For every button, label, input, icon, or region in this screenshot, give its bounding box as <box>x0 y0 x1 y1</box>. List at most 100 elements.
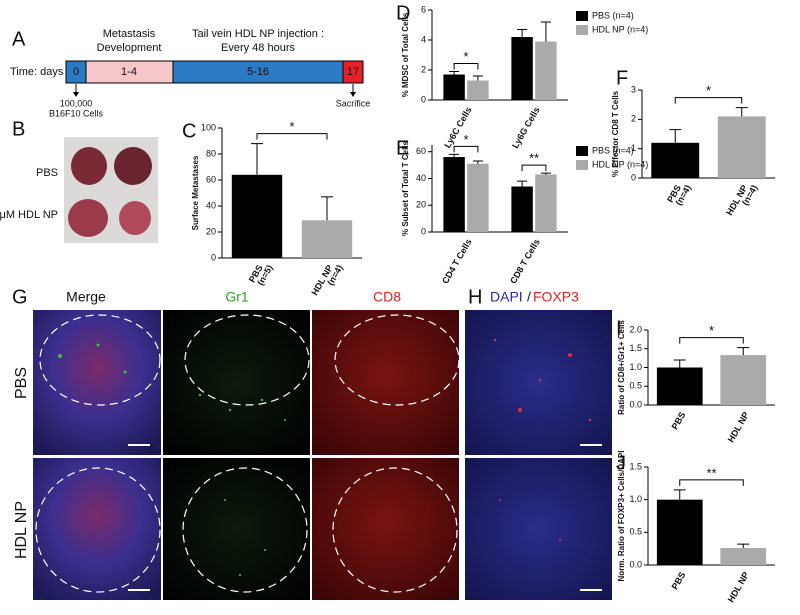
legend-swatch <box>576 11 588 21</box>
error-bar <box>540 21 551 42</box>
micrograph <box>163 310 310 455</box>
significance-bracket <box>521 164 547 172</box>
y-tick-label: 80 <box>206 148 216 158</box>
significance-label: * <box>463 132 468 147</box>
significance-label: * <box>706 83 711 98</box>
panel-letter: A <box>12 28 26 50</box>
significance-label: * <box>289 119 294 134</box>
stain-label: FOXP3 <box>533 289 579 305</box>
y-tick-label: 0 <box>631 172 636 182</box>
row-label: PBS <box>13 367 30 399</box>
time-label: Time: days <box>10 66 64 78</box>
y-tick-label: 40 <box>206 200 216 210</box>
y-tick-label: 60 <box>206 174 216 184</box>
y-axis-label: Ratio of CD8+/Gr1+ Cells <box>617 320 626 415</box>
y-tick-label: 0 <box>421 94 426 104</box>
panel-b: B PBS 1 μM HDL NP <box>0 118 158 243</box>
foxp3-signal <box>493 338 592 541</box>
scale-bars <box>128 444 150 591</box>
column-label: CD8 <box>373 289 401 305</box>
phase-label: Metastasis <box>103 28 156 40</box>
y-tick-label: 1.5 <box>629 343 642 353</box>
segment-label: 0 <box>73 66 79 78</box>
bar <box>301 220 353 258</box>
scale-bars <box>580 444 602 591</box>
note: B16F10 Cells <box>49 108 104 118</box>
micrograph <box>33 310 161 455</box>
segment-label: 1-4 <box>121 66 137 78</box>
category-label: CD8 T Cells <box>508 237 542 285</box>
y-tick-label: 0.0 <box>629 559 642 569</box>
bar <box>656 499 703 565</box>
bar <box>535 174 557 232</box>
panel-letter: B <box>12 118 25 140</box>
y-tick-label: 0.0 <box>629 399 642 409</box>
y-tick-label: 1.0 <box>629 362 642 372</box>
bar <box>720 548 767 565</box>
y-axis-label: Surface Metastases <box>191 155 200 230</box>
arrow-head <box>350 92 356 97</box>
lung <box>71 147 107 185</box>
legend-swatch <box>576 146 588 156</box>
row-label: 1 μM HDL NP <box>0 209 58 221</box>
category-label: PBS <box>670 570 688 591</box>
significance-bracket <box>679 337 744 344</box>
arrow-head <box>73 92 79 97</box>
segment <box>342 60 364 84</box>
legend-label: PBS (n=4) <box>592 10 634 20</box>
micrograph <box>312 458 459 600</box>
segment-label: 5-16 <box>247 66 269 78</box>
micrograph <box>465 458 612 600</box>
y-tick-label: 40 <box>416 173 426 183</box>
error-bar <box>517 29 528 37</box>
significance-label: ** <box>706 465 716 480</box>
bar <box>717 116 766 178</box>
column-label: Merge <box>66 289 106 305</box>
error-bar <box>449 153 460 158</box>
significance-bracket <box>674 97 743 104</box>
y-tick-label: 6 <box>421 4 426 14</box>
bar <box>511 37 533 100</box>
row-label: HDL NP <box>13 501 30 559</box>
phase-label: Development <box>97 42 162 54</box>
column-label: Gr1 <box>225 289 249 305</box>
error-bar <box>472 75 483 81</box>
y-tick-label: 60 <box>416 146 426 156</box>
stain-label: DAPI <box>490 289 523 305</box>
panel-letter: G <box>12 286 28 308</box>
panel-letter: I <box>616 317 622 339</box>
legend-swatch <box>576 25 588 35</box>
category-label: PBS <box>670 410 688 431</box>
y-tick-label: 1 <box>631 143 636 153</box>
bar <box>720 355 767 405</box>
micrograph <box>33 458 161 600</box>
category-label: HDL NP <box>726 410 751 444</box>
y-tick-label: 3 <box>631 84 636 94</box>
lung <box>114 147 152 185</box>
y-tick-label: 2 <box>631 114 636 124</box>
bar <box>443 157 465 232</box>
category-label: Ly6G Cells <box>510 105 542 150</box>
y-axis-label: % MDSC of Total Cells <box>401 12 410 97</box>
y-tick-label: 0 <box>421 226 426 236</box>
significance-bracket <box>453 63 479 70</box>
error-bar <box>251 143 263 175</box>
gr1-signal <box>58 343 286 576</box>
y-tick-label: 100 <box>201 122 216 132</box>
bar <box>511 186 533 232</box>
panel-g: G Merge Gr1 CD8 PBS HDL NP <box>12 286 460 600</box>
error-bar <box>737 543 750 549</box>
significance-label: * <box>463 49 468 64</box>
bar <box>656 367 703 405</box>
phase-label: Every 48 hours <box>221 42 295 54</box>
error-bar <box>735 107 748 117</box>
micrograph <box>465 310 612 455</box>
bar <box>651 142 700 178</box>
error-bar <box>472 160 483 164</box>
error-bar <box>669 129 682 143</box>
panel-letter: J <box>616 452 626 474</box>
panel-letter: D <box>396 2 410 24</box>
significance-bracket <box>453 145 479 153</box>
lung <box>68 199 108 237</box>
category-label: HDL NP <box>726 570 751 604</box>
